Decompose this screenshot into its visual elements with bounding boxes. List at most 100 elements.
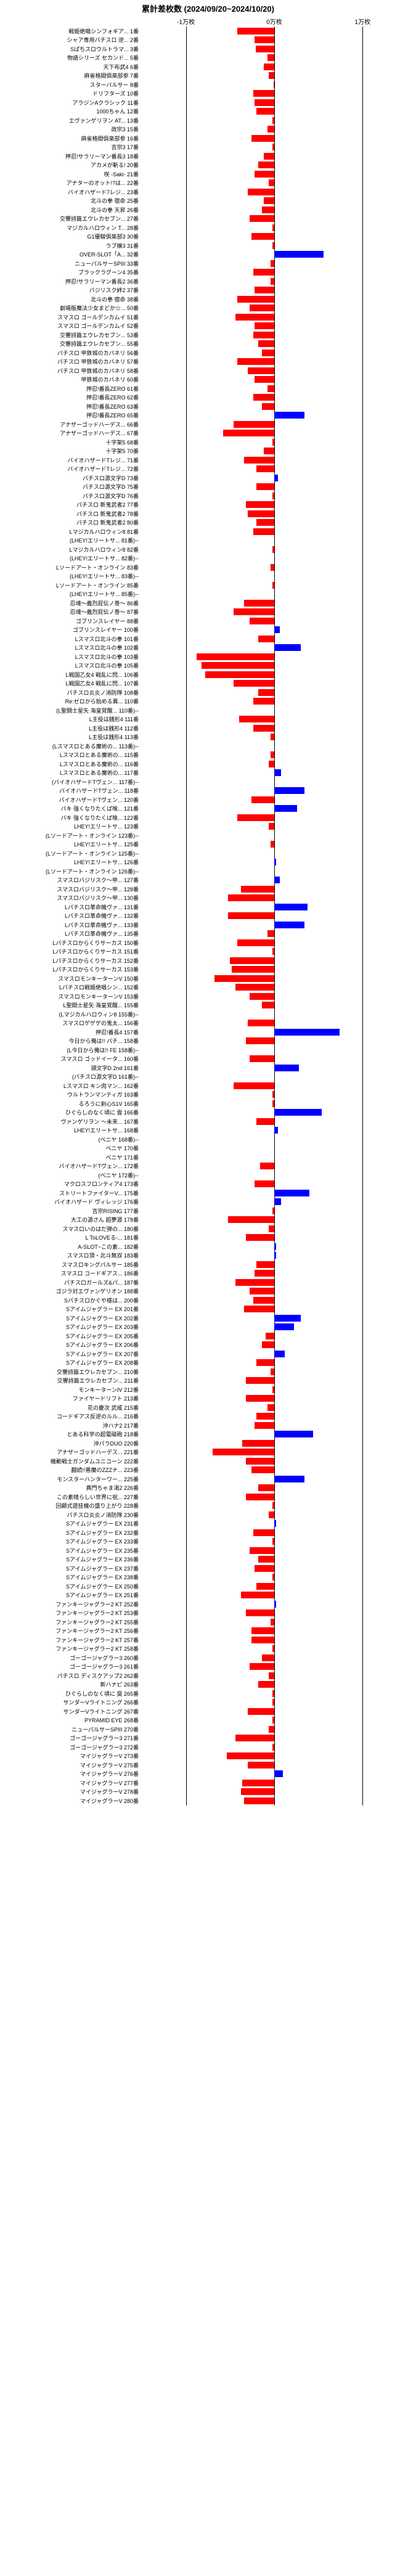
row-label: 北斗の拳 宿命 25番	[91, 197, 139, 205]
row-label: アナターのオット!?は... 22番	[67, 179, 139, 187]
chart-row: Lパチスロからくりサーカス 153番	[0, 965, 416, 975]
row-label: ゴーゴージャグラー3 272番	[70, 1743, 139, 1751]
row-label: (LHEY!エリートサ... 85番)--	[70, 590, 139, 598]
chart-row: パチスロガールズ&パ... 187番	[0, 1278, 416, 1287]
row-label: Lパチスロ革命機ヴァ... 131番	[65, 903, 139, 911]
chart-row: Lパチスロ革命機ヴァ... 135番	[0, 930, 416, 939]
chart-row: ストリートファイターV... 175番	[0, 1188, 416, 1198]
chart-row: Sアイムジャグラー EX 250番	[0, 1582, 416, 1591]
row-label: バイオハザード ヴィレッジ 176番	[54, 1198, 139, 1206]
row-label: (Lスマスロとある魔術の... 113番)--	[52, 742, 139, 750]
row-label: Lパチスロからくりサーカス 152番	[52, 957, 139, 965]
row-label: マイジャグラーV 273番	[80, 1752, 139, 1760]
chart-row: ヴァンゲリヲン ～未来... 167番	[0, 1117, 416, 1126]
chart-row: 十字架5 68番	[0, 438, 416, 447]
row-label: スマスロモンキーターンV 153番	[58, 992, 139, 1000]
chart-row: (Lソードアート・オンライン 125番)--	[0, 849, 416, 858]
row-label: 1000ちゃん 12番	[96, 107, 139, 115]
row-label: パチスロ 新鬼武者2 77番	[76, 501, 139, 509]
chart-row: Lパチスロ革命機ヴァ... 133番	[0, 920, 416, 930]
row-label: 戦姫絶唱シンフォギア... 1番	[68, 27, 139, 35]
chart-row: Sアイムジャグラー EX 205番	[0, 1331, 416, 1341]
chart-row: 花の慶次 武威 215番	[0, 1403, 416, 1412]
chart-row: Lマジカルハロウィン8 82番	[0, 545, 416, 554]
chart-row: L ToLOVEる-... 181番	[0, 1233, 416, 1243]
bar	[246, 1609, 274, 1616]
chart-row: Sパチスロかぐや様は... 200番	[0, 1296, 416, 1305]
chart-row: 真門ちゃま渇2 226番	[0, 1484, 416, 1493]
row-label: Sアイムジャグラー EX 236番	[66, 1555, 139, 1563]
chart-row: パチスロ ディスクアップ2 262番	[0, 1671, 416, 1680]
chart-row: LHEY!エリートサ... 125番	[0, 840, 416, 849]
chart-row: 沖ハナ2 217番	[0, 1421, 416, 1430]
row-label: 押忍!サラリーマン番長3 18番	[65, 152, 139, 160]
row-label: スマスロゲゲゲの鬼太... 156番	[62, 1019, 139, 1027]
row-label: Sアイムジャグラー EX 208番	[66, 1359, 139, 1367]
chart-row: 新ハナビ 263番	[0, 1680, 416, 1690]
bar	[255, 322, 274, 329]
chart-row: バイオハザードTヴェン... 120番	[0, 795, 416, 804]
chart-row: Sアイムジャグラー EX 237番	[0, 1564, 416, 1573]
bar	[266, 1333, 274, 1339]
chart-row: バイオハザード7レジ... 23番	[0, 187, 416, 197]
chart-row: サンダーVライトニング 266番	[0, 1698, 416, 1707]
row-label: スマスロバジリスク～甲... 128番	[57, 885, 139, 893]
row-label: L聖闘士星矢 海皇覚醒... 155番	[63, 1001, 139, 1009]
bar	[246, 1234, 274, 1241]
bar	[272, 1208, 274, 1214]
bar	[250, 993, 274, 1000]
chart-row: Sアイムジャグラー EX 251番	[0, 1591, 416, 1600]
row-label: Re:ゼロから始める異... 110番	[65, 697, 139, 705]
row-label: バイオハザードTヴェン... 118番	[59, 787, 139, 795]
row-label: 天下布武4 6番	[103, 63, 139, 71]
row-label: (LHEY!エリートサ... 81番)--	[70, 536, 139, 544]
row-label: べニヤ 171番	[105, 1153, 139, 1161]
bar	[255, 1180, 274, 1187]
bar	[246, 501, 274, 508]
bar	[272, 493, 274, 499]
row-label: この素晴らしい世界に祝... 227番	[57, 1493, 139, 1501]
row-label: Sアイムジャグラー EX 231番	[66, 1519, 139, 1527]
x-tick-label: -1万枚	[177, 17, 195, 26]
row-label: マジカルハロウィン T... 28番	[67, 224, 139, 232]
row-label: パチスロ 甲鉄城のカバネリ 58番	[57, 367, 139, 375]
bar	[251, 135, 274, 142]
bar	[258, 636, 274, 642]
chart-row: LHEY!エリートサ... 126番	[0, 858, 416, 867]
chart-row: マイジャグラーV 275番	[0, 1760, 416, 1770]
row-label: PYRAMID EYE 268番	[84, 1716, 139, 1724]
chart-row: スマスロモンキーターンV 153番	[0, 992, 416, 1001]
bar	[274, 412, 304, 419]
chart-row: 今日から俺は!! パチ... 158番	[0, 1037, 416, 1046]
chart-row: ファイヤードリフト 213番	[0, 1394, 416, 1404]
bar	[244, 457, 274, 464]
chart-row: バジリスク絆2 37番	[0, 286, 416, 295]
row-label: ファンキージャグラー2 KT 257番	[55, 1636, 139, 1644]
row-label: Sアイムジャグラー EX 201番	[66, 1305, 139, 1313]
bar	[228, 912, 274, 919]
row-label: ニューパルサーSPIII 33番	[75, 260, 139, 268]
row-label: 沖ハナ2 217番	[102, 1421, 139, 1429]
row-label: 新ハナビ 263番	[100, 1680, 139, 1688]
chart-row: バキ 強くなりたくば喰... 121番	[0, 804, 416, 814]
chart-row: ファンキージャグラー2 KT 256番	[0, 1627, 416, 1636]
bar	[274, 1252, 276, 1259]
bar	[255, 1422, 274, 1429]
bar	[272, 242, 274, 249]
bar	[242, 1440, 274, 1447]
row-label: (Lマジカルハロウィン8 155番)--	[59, 1010, 139, 1018]
bar	[271, 260, 274, 267]
bar	[248, 1762, 274, 1768]
chart-row: L主役は銭形4 113番	[0, 733, 416, 742]
row-label: パチスロ 甲鉄城のカバネリ 56番	[57, 349, 139, 357]
chart-row: ひぐらしのなく頃に 雲 166番	[0, 1108, 416, 1118]
bar	[253, 528, 274, 535]
chart-row: Lパチスロからくりサーカス 151番	[0, 947, 416, 957]
row-label: スマスロ ゴッドイータ... 160番	[61, 1055, 139, 1063]
bar	[202, 662, 274, 669]
row-label: パチスロ ディスクアップ2 262番	[57, 1672, 139, 1680]
row-label: Sアイムジャグラー EX 237番	[66, 1564, 139, 1572]
bar	[228, 1216, 274, 1223]
row-label: L戦国乙女4 戦乱に閃... 107番	[65, 679, 139, 687]
chart-row: (Lマジカルハロウィン8 155番)--	[0, 1010, 416, 1019]
